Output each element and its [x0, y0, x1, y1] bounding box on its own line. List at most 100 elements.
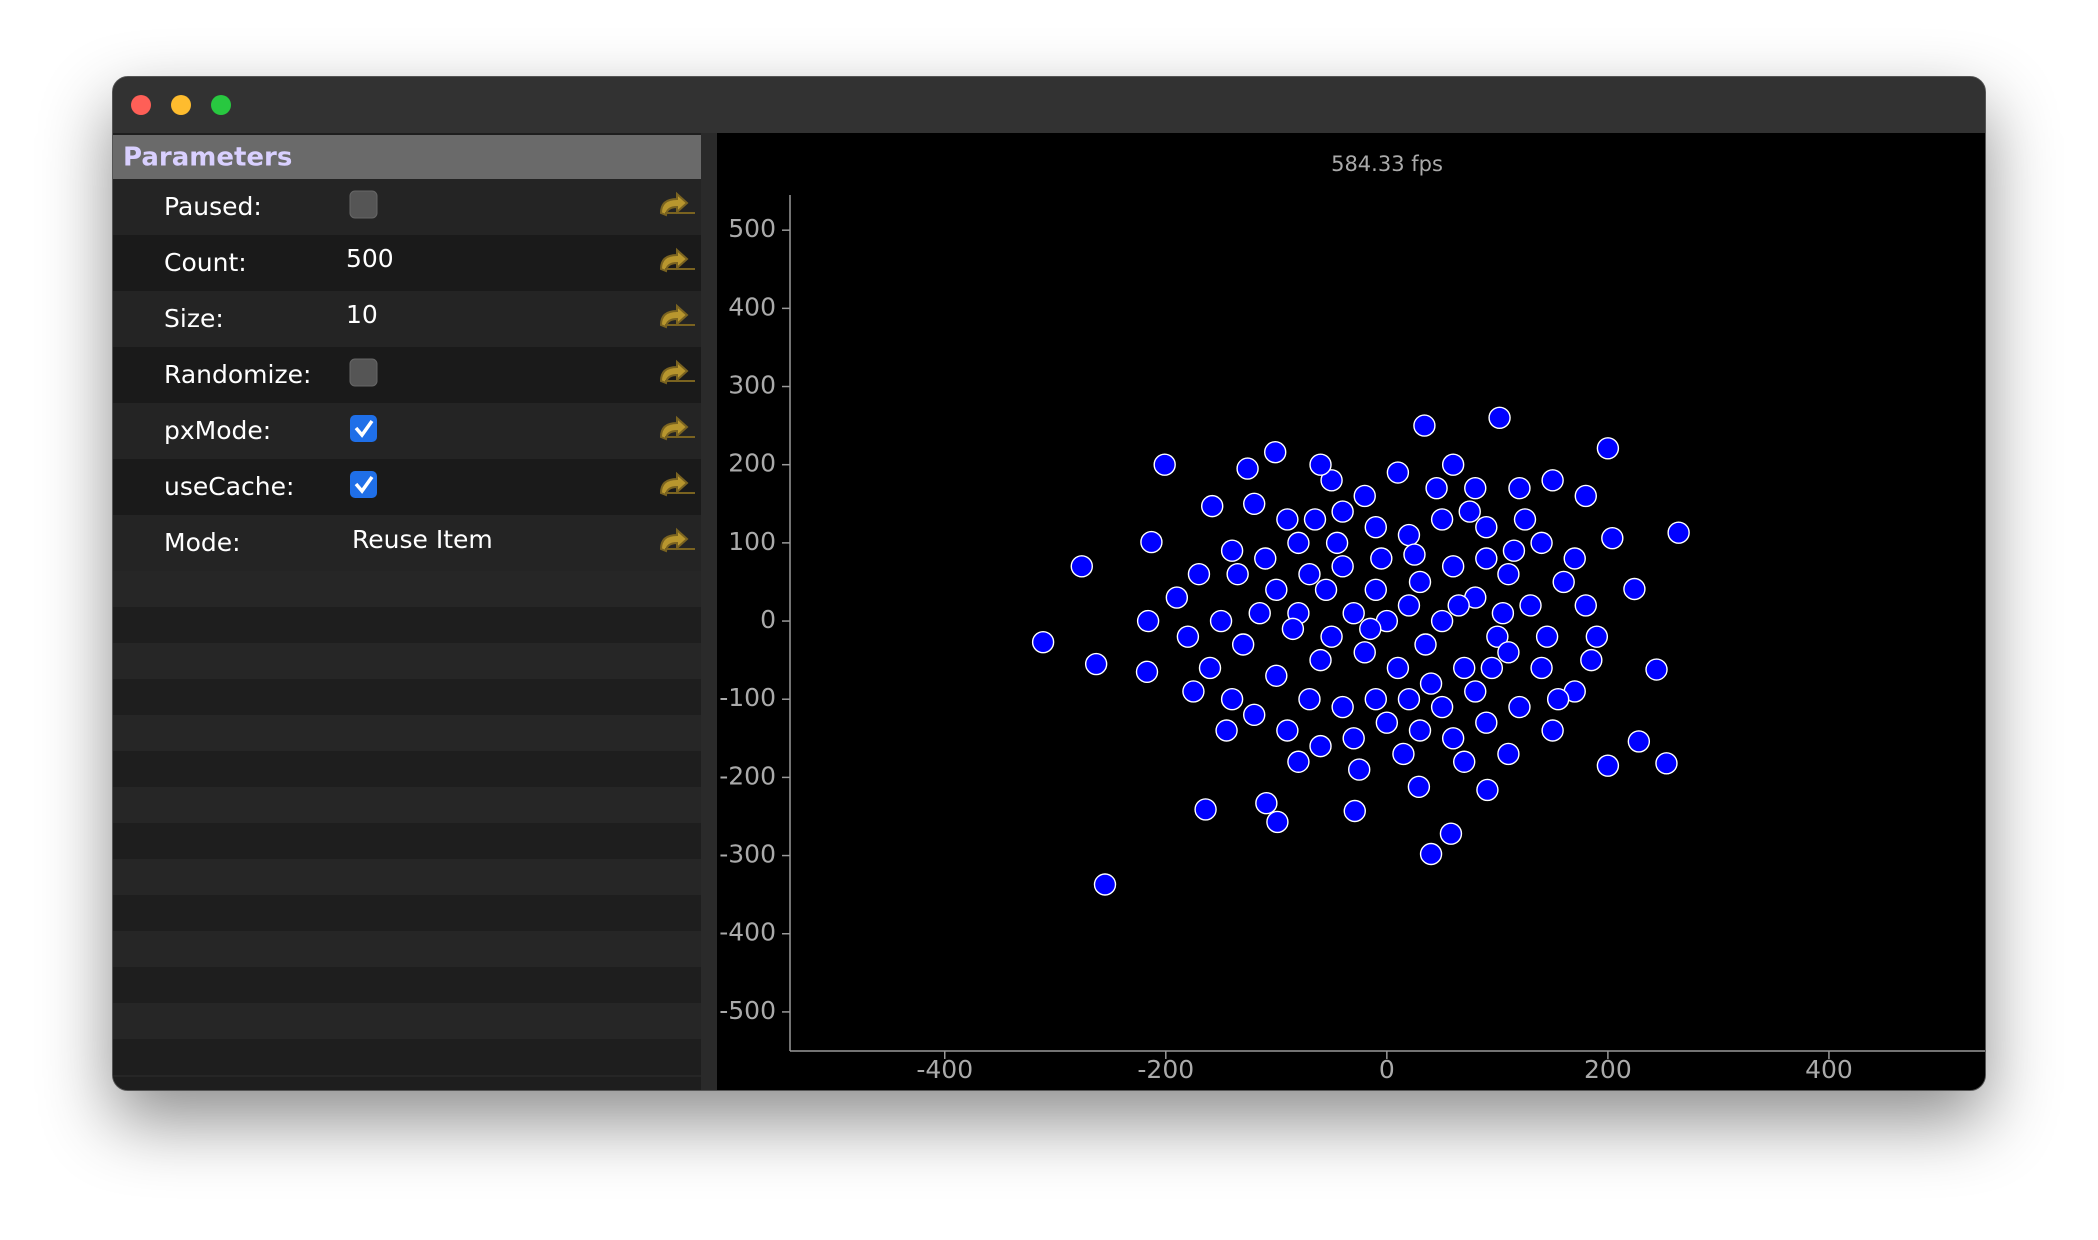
- scatter-point: [1287, 750, 1310, 773]
- y-tick-label: 400: [728, 292, 776, 321]
- scatter-point: [1430, 508, 1454, 531]
- scatter-point: [1248, 602, 1271, 625]
- x-tick-label: 400: [1805, 1055, 1853, 1084]
- y-tick-label: -100: [719, 683, 776, 712]
- scatter-point: [1596, 754, 1620, 777]
- scatter-point: [1439, 822, 1463, 845]
- empty-row: [113, 787, 701, 823]
- empty-row: [113, 679, 701, 715]
- scatter-point: [1370, 547, 1393, 570]
- checkbox-checked[interactable]: [350, 415, 377, 442]
- parameter-value[interactable]: 500: [346, 244, 394, 273]
- empty-row: [113, 931, 701, 967]
- window-content: Parameters 584.33 fps Paused: Count: 500 Si…: [113, 77, 1985, 1091]
- scatter-point: [1480, 656, 1504, 680]
- scatter-point: [1502, 539, 1526, 562]
- close-button[interactable]: [131, 95, 151, 115]
- scatter-point: [1655, 752, 1678, 775]
- scatter-point: [1519, 594, 1542, 617]
- scatter-point: [1397, 523, 1421, 547]
- scatter-point: [1441, 453, 1465, 476]
- empty-row: [113, 1039, 701, 1075]
- checkmark: [354, 475, 374, 494]
- scatter-point: [1475, 516, 1498, 539]
- scatter-point: [1464, 476, 1487, 500]
- reset-button[interactable]: [659, 191, 695, 217]
- reset-button[interactable]: [659, 471, 695, 497]
- empty-row: [113, 895, 701, 931]
- checkbox[interactable]: [349, 358, 378, 387]
- scatter-point: [1392, 742, 1415, 766]
- y-tick-label: -500: [719, 996, 776, 1025]
- scatter-point: [1447, 594, 1470, 617]
- scatter-point: [1309, 734, 1332, 758]
- scatter-point: [1342, 602, 1365, 625]
- scatter-point: [1580, 648, 1603, 672]
- empty-row: [113, 823, 701, 859]
- scatter-point: [1353, 484, 1376, 508]
- reset-button[interactable]: [659, 415, 695, 441]
- scatter-point: [1535, 625, 1559, 648]
- minimize-button[interactable]: [171, 95, 191, 115]
- checkbox[interactable]: [349, 190, 378, 219]
- scatter-point: [1574, 594, 1597, 617]
- scatter-point: [1497, 742, 1520, 766]
- scatter-point: [1430, 609, 1454, 633]
- scatter-point: [1563, 547, 1586, 570]
- scatter-point: [1353, 641, 1376, 664]
- scatter-point: [1552, 570, 1575, 594]
- scatter-point: [1331, 500, 1354, 523]
- splitter[interactable]: [701, 133, 717, 1091]
- empty-row: [113, 715, 701, 751]
- parameter-row: [113, 515, 701, 571]
- scatter-point: [1397, 688, 1421, 711]
- reset-button[interactable]: [659, 359, 695, 385]
- x-tick-label: -200: [1137, 1055, 1194, 1084]
- scatter-point: [1231, 633, 1255, 656]
- y-tick-label: 500: [728, 214, 776, 243]
- parameter-row: [113, 459, 701, 515]
- scatter-point: [1488, 406, 1511, 429]
- scatter-point: [1136, 609, 1160, 633]
- reset-button[interactable]: [659, 527, 695, 553]
- parameter-row: [113, 179, 701, 235]
- scatter-point: [1541, 719, 1564, 742]
- parameter-value[interactable]: 10: [346, 300, 378, 329]
- checkbox-checked[interactable]: [350, 471, 377, 498]
- scatter-point: [1476, 778, 1499, 802]
- scatter-point: [1165, 586, 1189, 609]
- scatter-point: [1153, 453, 1176, 476]
- y-tick-label: -200: [719, 761, 776, 790]
- reset-button[interactable]: [659, 247, 695, 273]
- parameter-label: useCache:: [164, 472, 294, 501]
- reset-button[interactable]: [659, 303, 695, 329]
- x-tick-label: -400: [916, 1055, 973, 1084]
- scatter-point: [1348, 758, 1371, 781]
- scatter-point: [1627, 730, 1651, 753]
- scatter-point: [1359, 617, 1382, 641]
- scatter-point: [1497, 562, 1520, 586]
- scatter-point: [1425, 476, 1448, 500]
- parameter-row: [113, 403, 701, 459]
- scatter-point: [1255, 791, 1278, 815]
- scatter-point: [1430, 695, 1454, 719]
- scatter-point: [1276, 508, 1299, 531]
- scatter-point: [1226, 562, 1249, 586]
- scatter-point: [1464, 680, 1487, 703]
- x-tick-label: 200: [1584, 1055, 1632, 1084]
- title-bar: [113, 77, 1985, 133]
- y-tick-label: -300: [719, 840, 776, 869]
- scatter-point: [1215, 719, 1238, 742]
- scatter-point: [1414, 633, 1437, 656]
- empty-row: [113, 643, 701, 679]
- zoom-button[interactable]: [211, 95, 231, 115]
- parameter-dropdown[interactable]: Reuse Item: [352, 525, 493, 554]
- scatter-point: [1364, 688, 1387, 711]
- scatter-point: [1574, 484, 1597, 508]
- scatter-point: [1408, 719, 1432, 742]
- scatter-point: [1220, 539, 1244, 562]
- empty-row: [113, 859, 701, 895]
- scatter-point: [1375, 711, 1399, 734]
- fps-label: 584.33 fps: [1331, 152, 1443, 176]
- scatter-point: [1403, 543, 1426, 566]
